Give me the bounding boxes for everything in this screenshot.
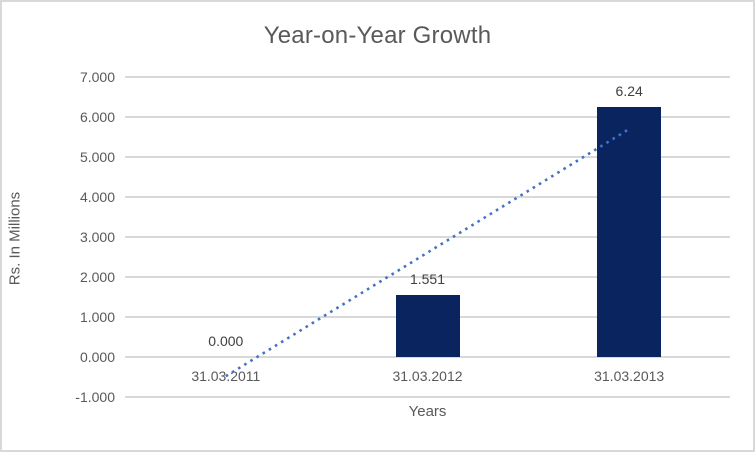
y-tick-label: 6.000 [79,109,115,125]
chart-title: Year-on-Year Growth [263,22,492,49]
y-tick-label: -1.000 [75,389,115,405]
bar-data-label: 1.551 [409,270,446,287]
y-tick-label: 4.000 [79,189,115,205]
x-tick-label: 31.03.2013 [594,368,665,384]
y-tick-label: 7.000 [79,69,115,85]
x-tick-label: 31.03.2011 [191,368,261,384]
gridline [125,116,730,118]
bar [395,294,460,357]
bar-data-label: 0.000 [208,333,244,349]
y-tick-label: 2.000 [79,269,115,285]
x-axis-title: Years [408,403,447,420]
y-tick-label: 5.000 [79,149,115,165]
y-tick-label: 0.000 [79,349,115,365]
bar-data-label: 6.24 [615,83,643,100]
gridline [125,396,730,398]
x-tick-label: 31.03.2012 [392,368,463,384]
bar [597,107,662,357]
gridline [125,76,730,78]
y-tick-label: 3.000 [79,229,115,245]
y-axis-title: Rs. In Millions [6,191,24,286]
y-tick-label: 1.000 [79,309,115,325]
